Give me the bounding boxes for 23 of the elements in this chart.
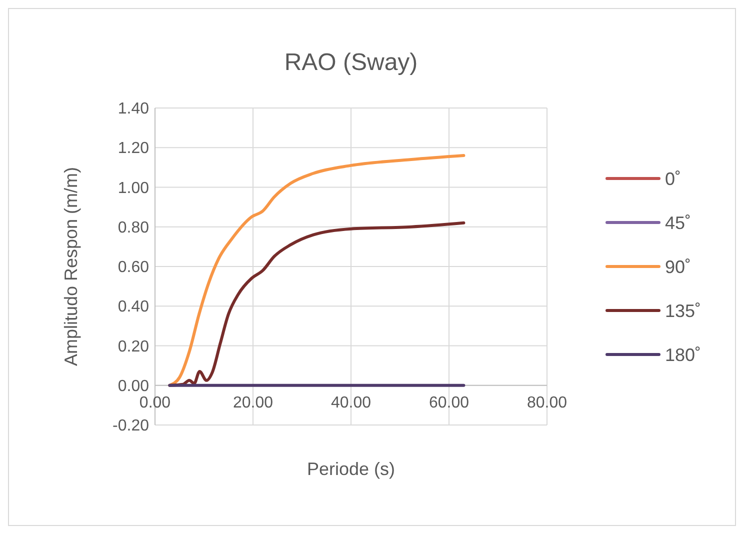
x-tick-label: 0.00: [139, 394, 171, 412]
chart-title: RAO (Sway): [284, 49, 418, 76]
y-tick-label: 0.60: [118, 259, 150, 276]
y-tick-label: 0.00: [118, 378, 150, 395]
y-tick-label: 1.40: [118, 100, 150, 118]
y-tick-label: 1.00: [118, 180, 150, 197]
x-tick-label: 60.00: [428, 394, 470, 412]
y-tick-label: -0.20: [112, 418, 150, 435]
legend-label: 45˚: [665, 212, 692, 233]
legend-label: 135˚: [665, 300, 702, 321]
legend-label: 180˚: [665, 344, 702, 365]
x-tick-label: 20.00: [232, 394, 274, 412]
y-tick-label: 0.40: [118, 298, 150, 316]
x-tick-label: 40.00: [330, 394, 372, 412]
line-series: [168, 154, 466, 387]
y-tick-label: 0.20: [118, 338, 150, 356]
y-tick-label: 1.20: [118, 140, 150, 158]
legend-label: 0˚: [665, 168, 682, 189]
legend-label: 90˚: [665, 256, 692, 277]
y-tick-label: 0.80: [118, 219, 150, 236]
y-axis-title: Amplitudo Respon (m/m): [61, 166, 81, 366]
x-axis-title: Periode (s): [306, 459, 396, 479]
x-tick-label: 80.00: [526, 394, 568, 412]
